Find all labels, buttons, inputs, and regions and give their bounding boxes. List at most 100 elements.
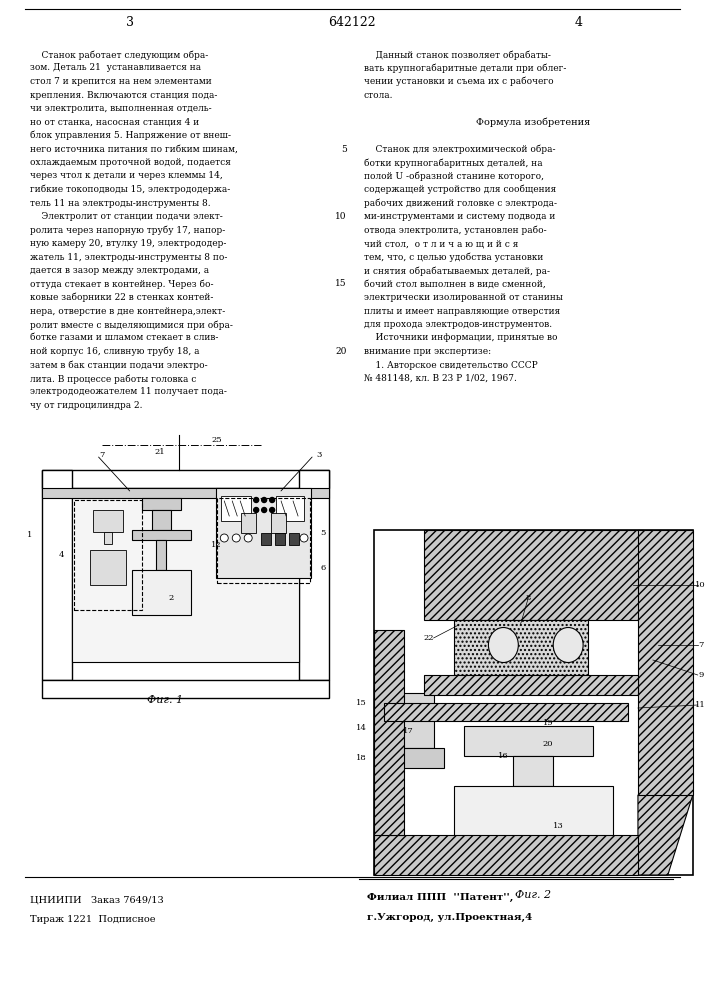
Text: тель 11 на электроды-инструменты 8.: тель 11 на электроды-инструменты 8.	[30, 198, 211, 208]
Text: 3: 3	[126, 15, 134, 28]
Bar	[156, 540, 166, 570]
Bar	[42, 470, 72, 680]
Bar	[299, 470, 329, 680]
Text: 7: 7	[698, 641, 703, 649]
Text: тем, что, с целью удобства установки: тем, что, с целью удобства установки	[364, 252, 543, 262]
Text: 4: 4	[574, 15, 582, 28]
Text: для прохода электродов-инструментов.: для прохода электродов-инструментов.	[364, 320, 552, 329]
Circle shape	[254, 497, 259, 502]
Bar	[384, 703, 628, 721]
Text: 20: 20	[543, 740, 554, 748]
Bar	[377, 721, 402, 733]
Bar	[379, 748, 443, 768]
Circle shape	[269, 508, 274, 512]
Text: 4: 4	[59, 551, 64, 559]
Text: жатель 11, электроды-инструменты 8 по-: жатель 11, электроды-инструменты 8 по-	[30, 252, 227, 261]
Text: содержащей устройство для сообщения: содержащей устройство для сообщения	[364, 185, 556, 194]
Bar	[132, 530, 192, 540]
Text: 5: 5	[320, 529, 326, 537]
Bar	[289, 533, 299, 545]
Text: Фиг. 2: Фиг. 2	[515, 890, 551, 900]
Circle shape	[262, 508, 267, 512]
Text: 15: 15	[335, 279, 347, 288]
Bar	[93, 510, 122, 532]
Text: гибкие токоподводы 15, электрододержа-: гибкие токоподводы 15, электрододержа-	[30, 185, 230, 194]
Bar	[217, 498, 310, 583]
Text: него источника питания по гибким шинам,: него источника питания по гибким шинам,	[30, 144, 238, 153]
Bar	[394, 703, 618, 721]
Text: плиты и имеет направляющие отверстия: плиты и имеет направляющие отверстия	[364, 306, 560, 316]
Text: г.Ужгород, ул.Проектная,4: г.Ужгород, ул.Проектная,4	[367, 913, 532, 922]
Ellipse shape	[553, 628, 583, 662]
Text: и снятия обрабатываемых деталей, ра-: и снятия обрабатываемых деталей, ра-	[364, 266, 550, 275]
Text: 12: 12	[211, 541, 221, 549]
Text: стола.: стола.	[364, 91, 393, 100]
Text: 1: 1	[27, 531, 33, 539]
Text: 2: 2	[169, 594, 174, 602]
Circle shape	[254, 508, 259, 512]
Text: оттуда стекает в контейнер. Через бо-: оттуда стекает в контейнер. Через бо-	[30, 279, 214, 289]
Bar	[104, 532, 112, 544]
Text: дается в зазор между электродами, а: дается в зазор между электродами, а	[30, 266, 209, 275]
Text: ную камеру 20, втулку 19, электрододер-: ную камеру 20, втулку 19, электрододер-	[30, 239, 226, 248]
Text: 13: 13	[553, 822, 563, 830]
Bar	[379, 693, 433, 748]
Bar	[216, 488, 311, 578]
Circle shape	[233, 534, 240, 542]
Text: 3: 3	[316, 451, 322, 459]
Text: 20: 20	[336, 347, 347, 356]
Bar	[74, 500, 141, 610]
Text: чу от гидроцилиндра 2.: чу от гидроцилиндра 2.	[30, 401, 142, 410]
Bar	[221, 496, 251, 521]
Bar	[374, 835, 638, 875]
Text: ботке газами и шламом стекает в слив-: ботке газами и шламом стекает в слив-	[30, 334, 218, 342]
Polygon shape	[638, 795, 693, 875]
Text: Станок для электрохимической обра-: Станок для электрохимической обра-	[364, 144, 555, 154]
Bar	[377, 701, 402, 713]
Text: электрически изолированной от станины: электрически изолированной от станины	[364, 293, 563, 302]
Text: 7: 7	[99, 451, 105, 459]
Text: затем в бак станции подачи электро-: затем в бак станции подачи электро-	[30, 360, 208, 370]
Bar	[132, 570, 192, 615]
Bar	[241, 513, 256, 533]
Text: 18: 18	[356, 754, 367, 762]
Bar	[151, 510, 171, 530]
Text: ролит вместе с выделяющимися при обра-: ролит вместе с выделяющимися при обра-	[30, 320, 233, 330]
Text: 6: 6	[320, 564, 326, 572]
Text: 14: 14	[356, 724, 367, 732]
Bar	[42, 680, 329, 698]
Text: ной корпус 16, сливную трубу 18, а: ной корпус 16, сливную трубу 18, а	[30, 347, 199, 357]
Text: ми-инструментами и систему подвода и: ми-инструментами и систему подвода и	[364, 212, 555, 221]
Bar	[141, 498, 182, 510]
Circle shape	[244, 534, 252, 542]
Text: чий стол,  о т л и ч а ю щ и й с я: чий стол, о т л и ч а ю щ и й с я	[364, 239, 518, 248]
Text: Тираж 1221  Подписное: Тираж 1221 Подписное	[30, 915, 156, 924]
Text: полой U -образной станине которого,: полой U -образной станине которого,	[364, 172, 544, 181]
Text: Фиг. 1: Фиг. 1	[147, 695, 184, 705]
Text: нера, отверстие в дне контейнера,элект-: нера, отверстие в дне контейнера,элект-	[30, 306, 225, 316]
Text: Данный станок позволяет обрабаты-: Данный станок позволяет обрабаты-	[364, 50, 551, 60]
Circle shape	[262, 497, 267, 502]
Text: 5: 5	[341, 144, 347, 153]
Text: 9: 9	[698, 671, 703, 679]
Circle shape	[300, 534, 308, 542]
Ellipse shape	[489, 628, 518, 662]
Bar	[423, 675, 638, 695]
Bar	[638, 530, 693, 795]
Text: крепления. Включаются станция пода-: крепления. Включаются станция пода-	[30, 91, 217, 100]
Text: электрододеожателем 11 получает пода-: электрододеожателем 11 получает пода-	[30, 387, 227, 396]
Bar	[423, 530, 643, 620]
Text: ботки крупногабаритных деталей, на: ботки крупногабаритных деталей, на	[364, 158, 542, 167]
Bar	[276, 496, 304, 521]
Bar	[275, 533, 285, 545]
Text: 1. Авторское свидетельство СССР: 1. Авторское свидетельство СССР	[364, 360, 537, 369]
Bar	[513, 756, 553, 786]
Text: 17: 17	[403, 727, 414, 735]
Text: отвода электролита, установлен рабо-: отвода электролита, установлен рабо-	[364, 226, 547, 235]
Circle shape	[221, 534, 228, 542]
Text: 10: 10	[696, 581, 706, 589]
Text: блок управления 5. Напряжение от внеш-: блок управления 5. Напряжение от внеш-	[30, 131, 231, 140]
Bar	[261, 533, 271, 545]
Text: но от станка, насосная станция 4 и: но от станка, насосная станция 4 и	[30, 117, 199, 126]
Text: 22: 22	[423, 634, 434, 642]
